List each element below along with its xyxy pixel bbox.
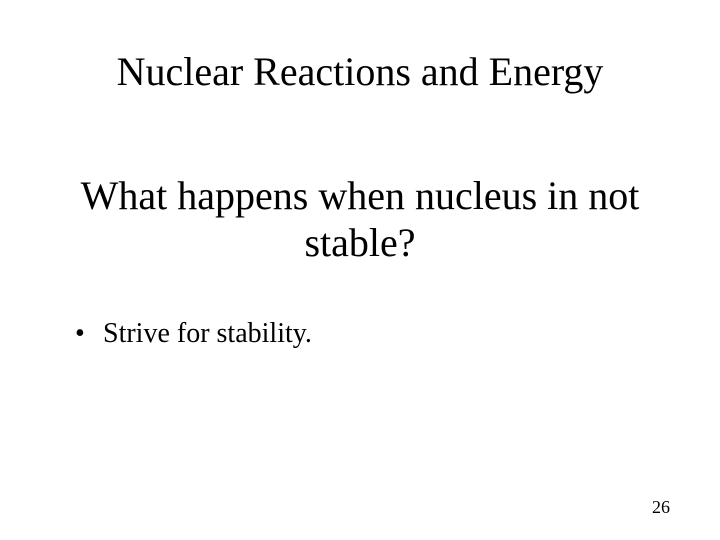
page-number: 26 (652, 497, 670, 518)
slide-title: Nuclear Reactions and Energy (0, 48, 720, 95)
bullet-list: Strive for stability. (75, 318, 635, 350)
slide-subtitle: What happens when nucleus in not stable? (60, 172, 660, 266)
slide-container: Nuclear Reactions and Energy What happen… (0, 0, 720, 540)
bullet-item: Strive for stability. (75, 318, 635, 350)
